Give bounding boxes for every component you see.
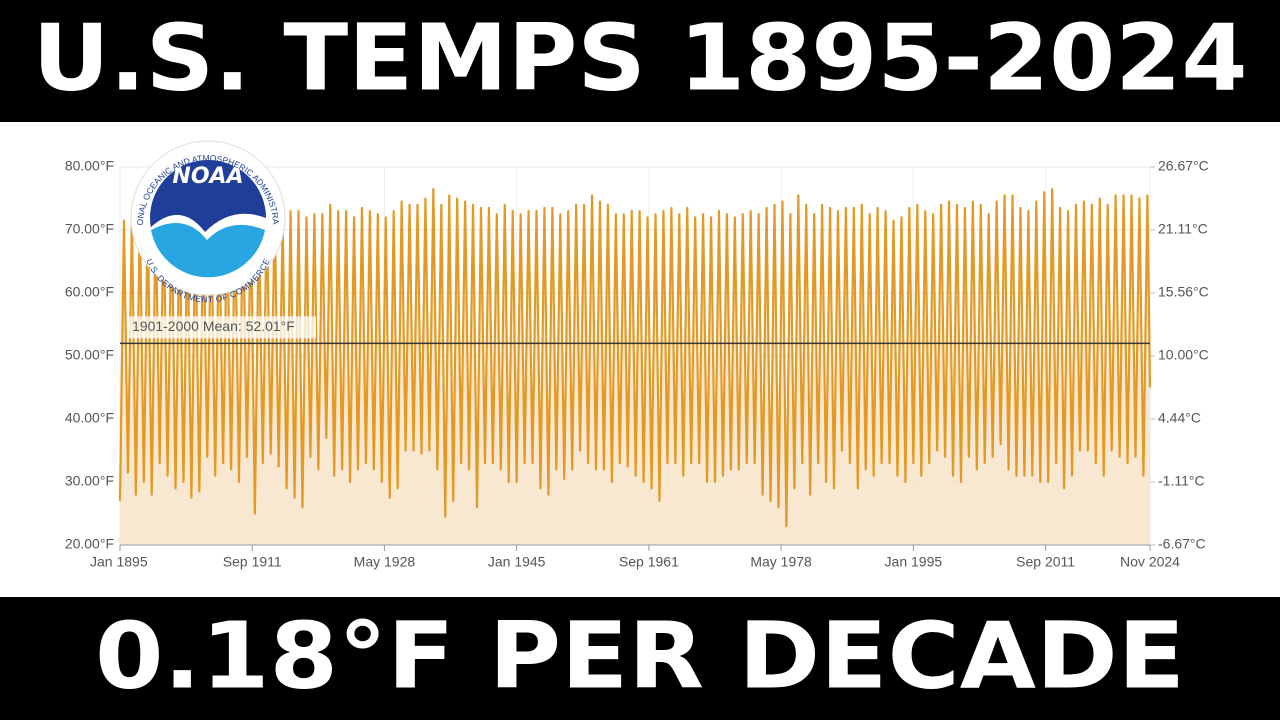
- x-tick-label: May 1928: [354, 554, 416, 570]
- x-tick-label: Nov 2024: [1120, 554, 1180, 570]
- y2-tick-label: -1.11°C: [1158, 473, 1205, 489]
- x-tick-label: Jan 1995: [885, 554, 943, 570]
- footer-band: [0, 597, 1280, 720]
- y-tick-label: 20.00°F: [65, 536, 114, 552]
- y-tick-label: 80.00°F: [65, 158, 114, 174]
- x-tick-label: Sep 1911: [223, 554, 282, 570]
- logo-name: NOAA: [172, 164, 243, 189]
- y-tick-label: 50.00°F: [65, 347, 114, 363]
- mean-label-box: [128, 316, 316, 339]
- footer-text: 0.18°F PER DECADE: [95, 602, 1185, 709]
- x-tick-label: Jan 1945: [488, 554, 546, 570]
- x-tick-label: May 1978: [750, 554, 812, 570]
- mean-label: 1901-2000 Mean: 52.01°F: [132, 318, 295, 334]
- logo-sea: [151, 222, 265, 278]
- line: [118, 187, 1152, 528]
- y2-tick-label: 26.67°C: [1158, 158, 1209, 174]
- y2-tick-label: 4.44°C: [1158, 410, 1201, 426]
- y2-tick-label: 10.00°C: [1158, 347, 1209, 363]
- y-tick-label: 30.00°F: [65, 473, 114, 489]
- x-tick-label: Jan 1895: [90, 554, 148, 570]
- y-tick-label: 40.00°F: [65, 410, 114, 426]
- y-tick-label: 60.00°F: [65, 284, 114, 300]
- y2-tick-label: -6.67°C: [1158, 536, 1206, 552]
- header-title: U.S. TEMPS 1895-2024: [33, 4, 1248, 111]
- x-tick-label: Sep 2011: [1016, 554, 1075, 570]
- y2-tick-label: 21.11°C: [1158, 221, 1208, 237]
- header-band: [0, 0, 1280, 122]
- plot: 20.00°F 30.00°F 40.00°F 50.00°F 60.00°F 70.00…: [65, 158, 1209, 570]
- y-tick-label: 70.00°F: [65, 221, 114, 237]
- y2-tick-label: 15.56°C: [1158, 284, 1209, 300]
- x-tick-label: Sep 1961: [619, 554, 679, 570]
